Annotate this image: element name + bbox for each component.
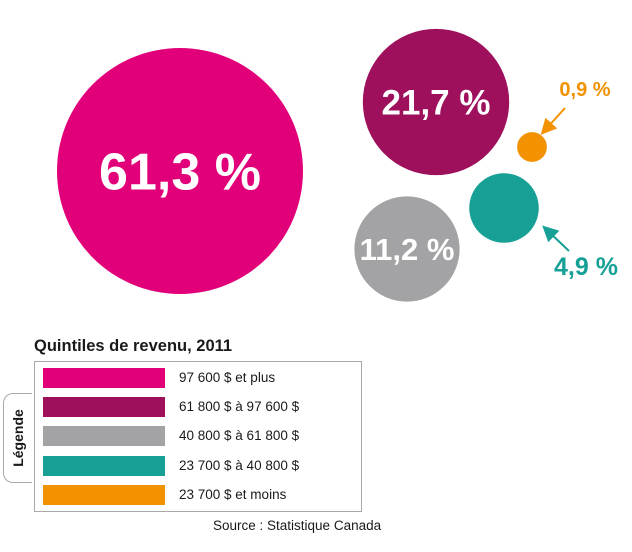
legend-label: 40 800 $ à 61 800 $ — [179, 428, 300, 443]
data-label: 0,9 % — [559, 79, 610, 101]
bubble-chart: 61,3 % 21,7 % 11,2 % 4,9 % 0,9 % — [57, 28, 618, 302]
data-label: 11,2 % — [360, 232, 455, 267]
legend-swatch — [43, 456, 165, 476]
legend-tab: Légende — [3, 393, 32, 483]
bubble — [517, 132, 547, 162]
legend-label: 61 800 $ à 97 600 $ — [179, 399, 300, 414]
bubble — [469, 173, 539, 243]
legend-swatch — [43, 368, 165, 388]
legend-title: Quintiles de revenu, 2011 — [34, 337, 233, 355]
bubble — [354, 196, 460, 302]
data-label: 61,3 % — [99, 144, 261, 202]
data-label: 4,9 % — [554, 253, 618, 281]
source-note: Source : Statistique Canada — [213, 518, 382, 533]
bubble — [362, 28, 510, 176]
bubble — [57, 48, 303, 294]
legend: 97 600 $ et plus 61 800 $ à 97 600 $ 40 … — [34, 361, 362, 512]
pointer-arrow-orange — [540, 107, 566, 135]
legend-label: 23 700 $ à 40 800 $ — [179, 458, 300, 473]
legend-swatch — [43, 426, 165, 446]
legend-label: 23 700 $ et moins — [179, 487, 287, 502]
data-label: 21,7 % — [382, 84, 491, 123]
legend-label: 97 600 $ et plus — [179, 370, 276, 385]
legend-tab-label: Légende — [10, 409, 26, 467]
legend-swatch — [43, 397, 165, 417]
legend-swatch — [43, 485, 165, 505]
pointer-arrow-teal — [542, 225, 570, 252]
